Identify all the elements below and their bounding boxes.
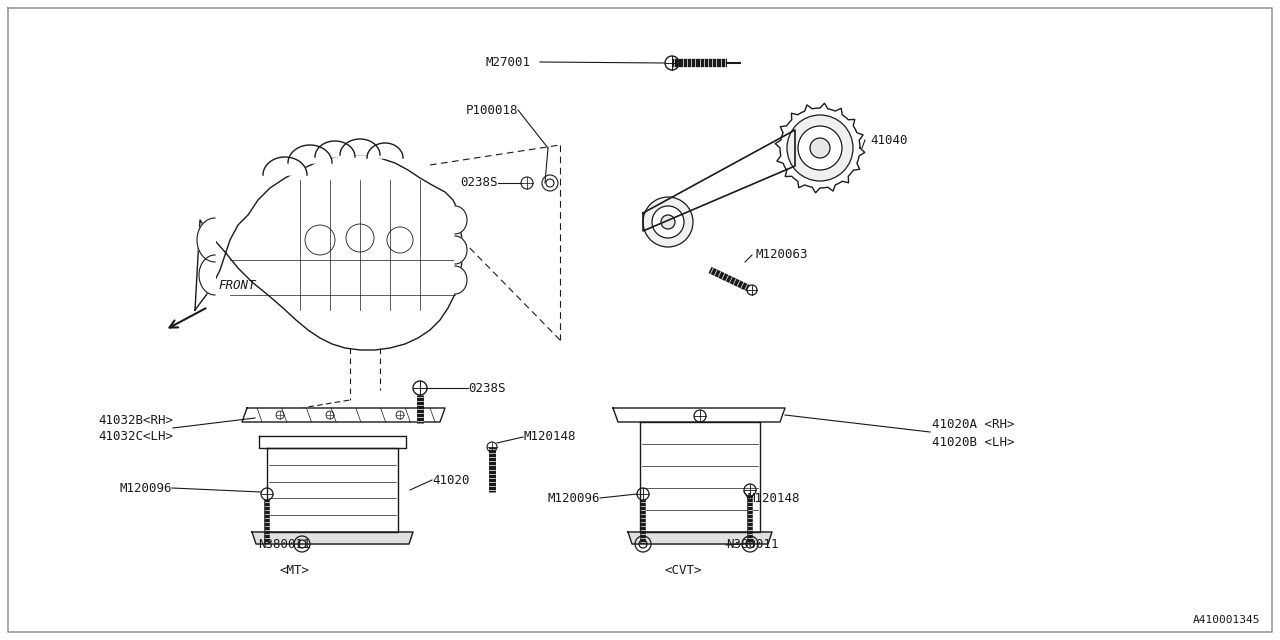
Polygon shape [454,266,467,294]
Text: 41020B <LH>: 41020B <LH> [932,435,1015,449]
Text: M120096: M120096 [119,481,172,495]
Polygon shape [640,422,760,532]
Text: <CVT>: <CVT> [664,563,701,577]
Text: 0238S: 0238S [468,381,506,394]
Text: FRONT: FRONT [218,279,256,292]
Text: M120148: M120148 [748,492,800,504]
Circle shape [660,215,675,229]
Text: A410001345: A410001345 [1193,615,1260,625]
Circle shape [797,126,842,170]
Text: 41020A <RH>: 41020A <RH> [932,419,1015,431]
Text: P100018: P100018 [466,104,518,116]
Polygon shape [242,408,445,422]
Text: 41020: 41020 [433,474,470,486]
Polygon shape [288,145,332,163]
Polygon shape [195,155,462,350]
Polygon shape [367,143,403,158]
Polygon shape [613,408,785,422]
Text: M120096: M120096 [548,492,600,504]
Polygon shape [197,218,215,262]
Circle shape [810,138,829,158]
Polygon shape [776,103,865,193]
Polygon shape [252,532,413,544]
Polygon shape [340,139,380,155]
Polygon shape [268,448,398,532]
Text: M120148: M120148 [524,431,576,444]
Text: 41040: 41040 [870,134,908,147]
Circle shape [652,206,684,238]
Text: 41032B<RH>: 41032B<RH> [99,413,173,426]
Polygon shape [315,141,355,157]
Circle shape [643,197,692,247]
Text: M120063: M120063 [755,248,808,262]
Polygon shape [454,236,467,264]
Polygon shape [628,532,772,544]
Text: 0238S: 0238S [461,177,498,189]
Polygon shape [198,255,215,295]
Polygon shape [643,130,795,231]
Circle shape [787,115,852,181]
Text: M27001: M27001 [485,56,530,68]
Text: <MT>: <MT> [279,563,308,577]
Polygon shape [454,206,467,234]
Text: N380011: N380011 [726,538,778,552]
Text: N380011: N380011 [259,538,311,552]
Polygon shape [262,157,307,175]
Text: 41032C<LH>: 41032C<LH> [99,431,173,444]
Polygon shape [259,436,406,448]
